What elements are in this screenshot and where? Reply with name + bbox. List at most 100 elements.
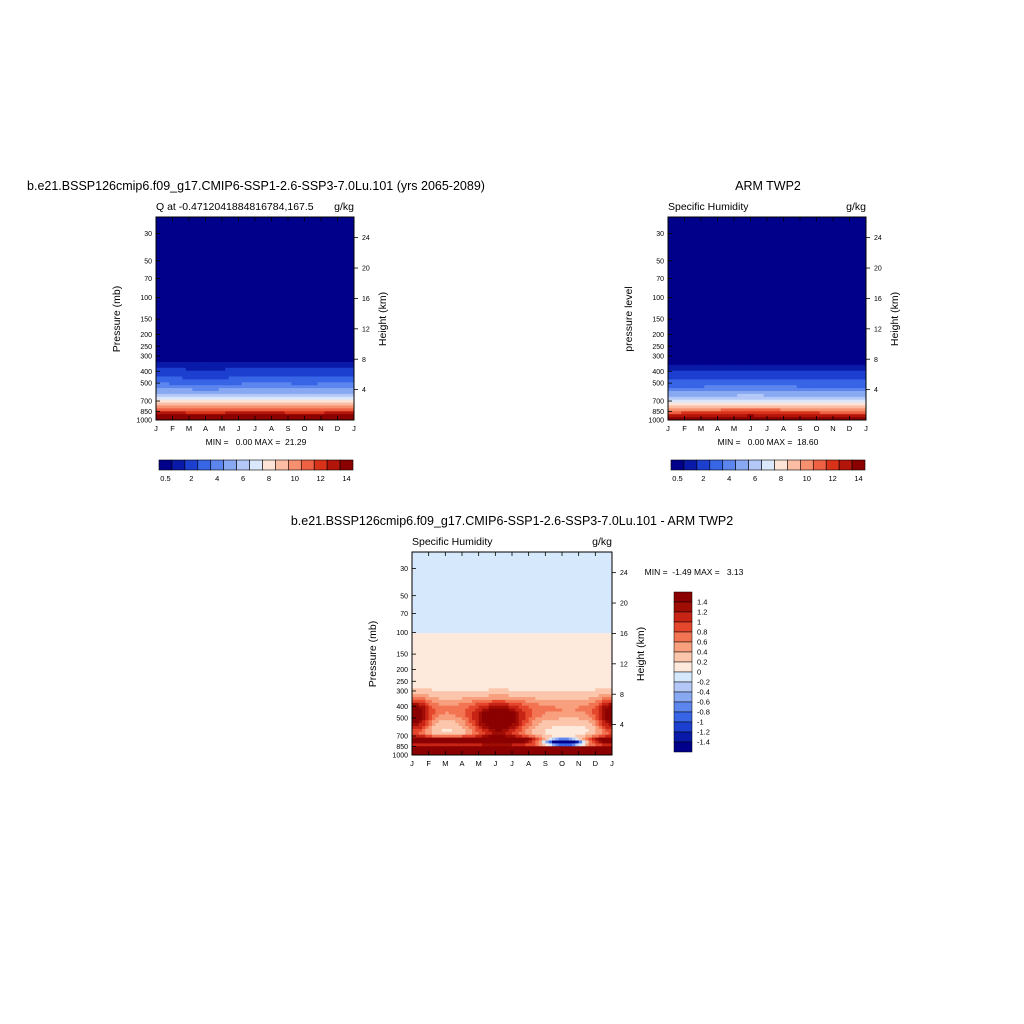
field-cell [255, 286, 259, 290]
field-cell [294, 251, 299, 256]
field-cell [330, 364, 335, 369]
field-cell [317, 237, 322, 241]
field-cell [301, 373, 305, 377]
field-cell [317, 402, 322, 406]
field-cell [350, 277, 355, 282]
field-cell [159, 327, 163, 331]
field-cell [327, 364, 332, 369]
field-cell [291, 393, 295, 398]
field-cell [215, 280, 220, 285]
field-cell [291, 219, 295, 224]
field-cell [205, 217, 210, 221]
field-cell [291, 321, 295, 325]
field-cell [156, 257, 160, 261]
field-cell [245, 335, 249, 340]
field-cell [307, 222, 312, 227]
field-cell [337, 263, 342, 267]
field-cell [304, 315, 309, 319]
field-cell [271, 222, 276, 227]
field-cell [291, 341, 295, 345]
field-cell [185, 234, 190, 238]
field-cell [321, 327, 325, 331]
field-cell [681, 225, 685, 229]
field-cell [340, 393, 345, 398]
field-cell [337, 231, 342, 235]
field-cell [350, 396, 355, 401]
field-cell [717, 243, 722, 247]
field-cell [228, 312, 233, 316]
field-cell [823, 246, 827, 250]
field-cell [344, 330, 348, 334]
field-cell [182, 263, 187, 267]
field-cell [264, 263, 269, 267]
field-cell [826, 222, 831, 227]
field-cell [314, 240, 319, 244]
field-cell [238, 219, 243, 224]
field-cell [189, 393, 193, 398]
field-cell [156, 405, 160, 409]
field-cell [294, 341, 299, 345]
field-cell [238, 330, 243, 334]
field-cell [278, 237, 282, 241]
field-cell [156, 341, 160, 345]
field-cell [218, 364, 223, 369]
field-cell [245, 312, 249, 316]
field-cell [809, 234, 814, 238]
field-cell [813, 225, 817, 229]
field-cell [208, 219, 213, 224]
field-cell [317, 353, 322, 357]
field-cell [215, 382, 220, 386]
field-cell [255, 341, 259, 345]
field-cell [258, 362, 262, 366]
field-cell [324, 350, 328, 354]
field-cell [307, 321, 312, 325]
field-cell [182, 237, 187, 241]
field-cell [334, 234, 338, 238]
field-cell [185, 411, 190, 415]
field-cell [321, 414, 325, 418]
field-cell [235, 359, 239, 363]
field-cell [258, 289, 262, 293]
field-cell [307, 411, 312, 415]
field-cell [208, 335, 213, 340]
field-cell [278, 333, 282, 337]
field-cell [324, 272, 328, 276]
field-cell [251, 393, 256, 398]
field-cell [677, 246, 682, 250]
field-cell [297, 219, 302, 224]
field-cell [225, 388, 229, 392]
field-cell [340, 344, 345, 348]
field-cell [767, 225, 771, 229]
field-cell [156, 295, 160, 299]
field-cell [192, 260, 196, 264]
field-cell [172, 393, 177, 398]
field-cell [261, 257, 266, 261]
field-cell [337, 298, 342, 302]
field-cell [281, 402, 286, 406]
field-cell [314, 364, 319, 369]
field-cell [809, 217, 814, 221]
field-cell [301, 364, 305, 369]
field-cell [294, 408, 299, 412]
field-cell [225, 243, 229, 247]
field-cell [750, 234, 755, 238]
field-cell [172, 251, 177, 256]
field-cell [189, 309, 193, 314]
field-cell [347, 257, 352, 261]
field-cell [311, 408, 315, 412]
field-cell [284, 333, 289, 337]
field-cell [159, 370, 163, 374]
field-cell [231, 219, 236, 224]
field-cell [222, 289, 226, 293]
field-cell [189, 301, 193, 305]
field-cell [291, 260, 295, 264]
field-cell [274, 396, 279, 401]
field-cell [159, 385, 163, 389]
field-cell [724, 225, 728, 229]
field-cell [291, 254, 295, 258]
field-cell [202, 225, 206, 229]
field-cell [347, 350, 352, 354]
field-cell [225, 330, 229, 334]
field-cell [297, 231, 302, 235]
